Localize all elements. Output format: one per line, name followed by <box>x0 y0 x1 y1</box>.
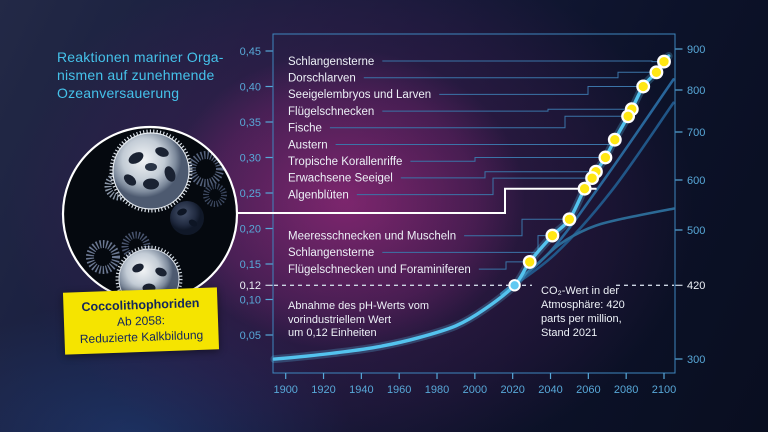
event-dot <box>598 150 613 165</box>
organism-connector <box>382 60 664 63</box>
x-tick-label: 1940 <box>349 384 373 396</box>
curves <box>270 52 675 364</box>
event-dot <box>621 109 636 124</box>
organism-label: Flügelschnecken <box>288 106 374 118</box>
page-title: Reaktionen mariner Orga- nismen auf zune… <box>57 48 257 102</box>
co2-annotation-line: parts per million, <box>541 313 622 325</box>
plot-border <box>272 33 676 374</box>
organism-label: Austern <box>288 139 328 151</box>
x-tick-label: 2020 <box>500 384 524 396</box>
ph-annotation: Abnahme des pH-Werts vom vorindustrielle… <box>288 300 429 341</box>
organism-connector <box>382 108 632 112</box>
y-left-tick-label: 0,30 <box>240 152 261 164</box>
organism-connector <box>439 86 644 95</box>
y-left-tick-label: 0,12 <box>240 280 261 292</box>
y-right-tick-label: 800 <box>687 85 705 97</box>
event-dot <box>607 132 622 147</box>
coccolithophore-cells <box>86 129 227 301</box>
title-line-2: nismen auf zunehmende <box>57 67 215 83</box>
y-left-tick-label: 0,25 <box>240 188 261 200</box>
event-dot <box>649 65 664 80</box>
event-dot <box>657 54 671 69</box>
organism-connector <box>464 218 570 237</box>
main-curve <box>272 54 671 361</box>
organism-connector <box>329 115 629 129</box>
callout-box: Coccolithophoriden Ab 2058: Reduzierte K… <box>62 287 220 355</box>
organism-label: Schlangensterne <box>288 56 374 68</box>
title-line-1: Reaktionen mariner Orga- <box>57 49 224 65</box>
event-dot <box>636 79 651 94</box>
y-left-tick-label: 0,10 <box>240 294 261 306</box>
y-right-tick-label: 700 <box>687 127 705 139</box>
x-tick-label: 2080 <box>614 384 638 396</box>
x-tick-label: 1960 <box>387 384 411 396</box>
y-left-tick-label: 0,05 <box>240 330 261 342</box>
x-tick-label: 1900 <box>273 384 297 396</box>
co2-annotation: CO₂-Wert in der Atmosphäre: 420 parts pe… <box>541 284 625 340</box>
x-tick-label: 2000 <box>463 384 487 396</box>
organism-label: Erwachsene Seeigel <box>288 173 393 185</box>
x-tick-label: 2040 <box>538 384 562 396</box>
organism-connector <box>363 71 657 79</box>
x-tick-label: 2060 <box>576 384 600 396</box>
x-tick-label: 1920 <box>311 384 335 396</box>
y-right-tick-label: 900 <box>687 44 705 56</box>
ph-annotation-line: Abnahme des pH-Werts vom <box>288 300 430 312</box>
y-right-tick-label: 600 <box>687 175 705 187</box>
labels: Schlangensterne Dorschlarven Seeigelembryo… <box>288 56 471 276</box>
co2-annotation-line: CO₂-Wert in der <box>541 285 620 297</box>
scenario-curve <box>500 207 675 296</box>
organism-connector <box>335 139 615 145</box>
organism-label: Schlangensterne <box>288 247 374 259</box>
y-left-tick-label: 0,35 <box>240 117 261 129</box>
organism-label: Seeigelembryos und Larven <box>288 89 431 101</box>
white-highlight-connector <box>238 187 597 214</box>
organism-label: Algenblüten <box>288 189 349 201</box>
organism-label: Dorschlarven <box>288 73 356 85</box>
y-left-tick-label: 0,15 <box>240 259 261 271</box>
current-co2-dot <box>508 279 521 292</box>
organism-label: Fische <box>288 123 322 135</box>
organism-connector <box>478 261 530 270</box>
organism-connector <box>400 171 596 179</box>
y-left-tick-label: 0,20 <box>240 223 261 235</box>
co2-annotation-line: Stand 2021 <box>541 327 598 339</box>
title-line-3: Ozeanversauerung <box>57 85 180 101</box>
y-right-tick-label: 500 <box>687 225 705 237</box>
coccolithophore-photo <box>61 125 239 303</box>
organism-label: Tropische Korallenriffe <box>288 156 402 168</box>
event-dot <box>562 212 577 227</box>
y-left-tick-label: 0,40 <box>240 81 261 93</box>
axes: 0,45 0,40 0,35 0,30 0,25 0,20 0,15 0,12 0,10 0,05… <box>240 33 705 396</box>
y-left-tick-label: 0,45 <box>240 46 261 58</box>
organism-connector <box>356 177 593 196</box>
event-dot <box>522 254 537 269</box>
event-dots <box>508 54 671 292</box>
ph-annotation-line: vorindustriellem Wert <box>288 313 392 326</box>
co2-annotation-line: Atmosphäre: 420 <box>541 299 625 311</box>
x-tick-label: 2100 <box>652 384 676 396</box>
organism-label: Flügelschnecken und Foraminiferen <box>288 264 471 276</box>
event-dot <box>585 171 600 186</box>
event-dot <box>545 228 560 243</box>
highlight-connector <box>238 187 597 214</box>
x-tick-label: 1980 <box>425 384 449 396</box>
event-dot <box>577 181 592 196</box>
organism-connector <box>410 157 606 162</box>
ph-annotation-line: um 0,12 Einheiten <box>288 327 377 339</box>
y-right-tick-label: 300 <box>687 354 705 366</box>
scenario-curve <box>500 101 675 296</box>
organism-connector <box>382 235 553 253</box>
organism-label: Meeresschnecken und Muscheln <box>288 231 456 243</box>
y-right-tick-label: 420 <box>687 280 705 292</box>
